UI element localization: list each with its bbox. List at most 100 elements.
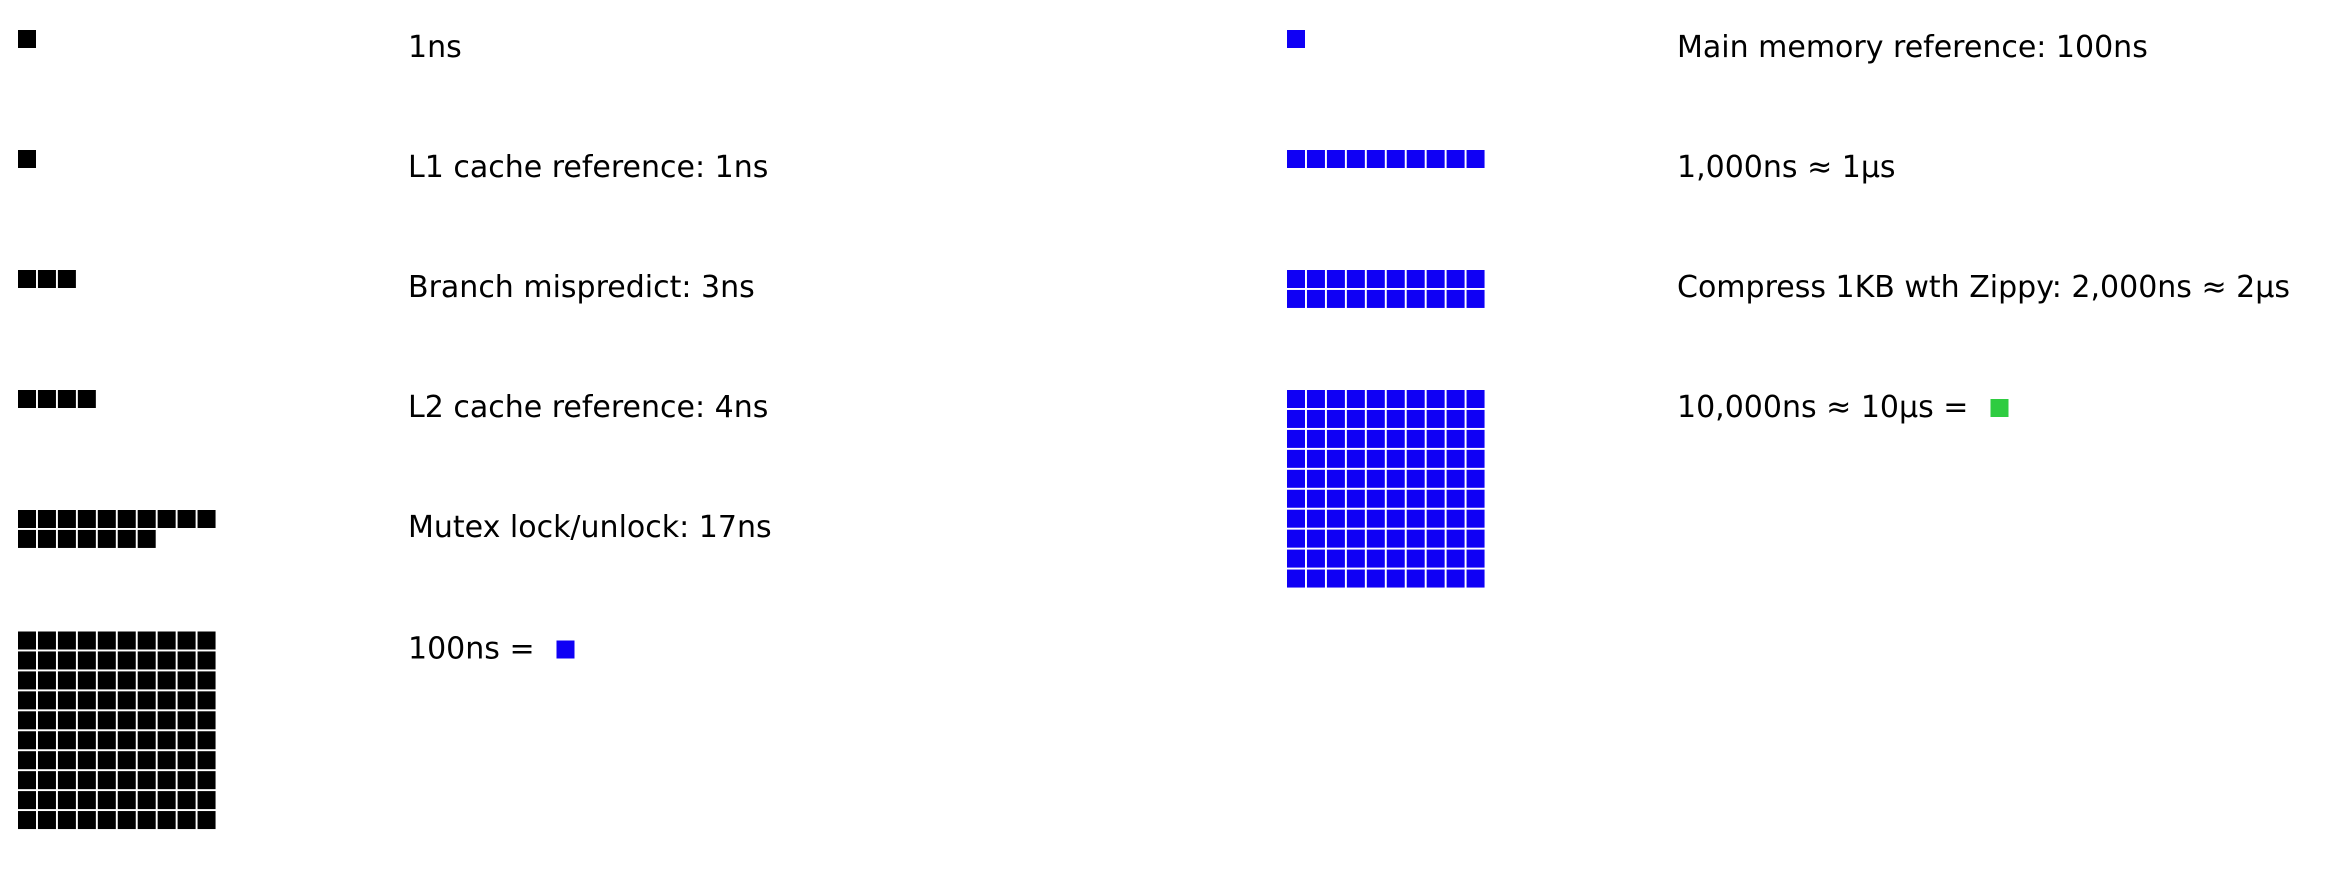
cell-square xyxy=(1346,270,1365,288)
cell-square xyxy=(117,771,136,790)
cell-square xyxy=(57,791,76,810)
cell-square xyxy=(1306,509,1325,528)
cell-grid-mutex xyxy=(18,510,228,720)
cell-square xyxy=(1306,489,1325,508)
cell-square xyxy=(18,771,36,790)
cell-square xyxy=(18,751,36,770)
cell-square xyxy=(97,631,116,650)
cell-square xyxy=(57,510,76,528)
cell-square xyxy=(1366,509,1385,528)
cell-square xyxy=(57,731,76,750)
green-square-swatch xyxy=(1989,399,2008,417)
cell-square xyxy=(37,711,56,730)
cell-square xyxy=(1326,270,1345,288)
cell-square xyxy=(1466,469,1485,488)
cell-square xyxy=(1306,549,1325,568)
cell-square xyxy=(1386,390,1405,408)
cell-square xyxy=(37,791,56,810)
cell-square xyxy=(1287,549,1305,568)
cell-square xyxy=(1386,489,1405,508)
cell-square xyxy=(197,510,216,528)
cell-square xyxy=(1426,429,1445,448)
cell-square xyxy=(97,711,116,730)
cell-square xyxy=(197,631,216,650)
cell-square xyxy=(57,811,76,830)
cell-square xyxy=(117,631,136,650)
cell-square xyxy=(157,651,176,670)
cell-square xyxy=(177,691,196,710)
cell-square xyxy=(1326,569,1345,588)
cell-square xyxy=(37,771,56,790)
cell-square xyxy=(37,529,56,548)
cell-square xyxy=(97,791,116,810)
cell-square xyxy=(157,791,176,810)
label-10000ns: 10,000ns ≈ 10μs = xyxy=(1677,390,2008,423)
cell-grid-1ns xyxy=(18,30,228,240)
cell-square xyxy=(1426,390,1445,408)
cell-square xyxy=(1366,409,1385,428)
cell-square xyxy=(77,731,96,750)
cell-square xyxy=(1466,390,1485,408)
cell-square xyxy=(117,510,136,528)
cell-square xyxy=(1306,150,1325,168)
cell-square xyxy=(1306,270,1325,288)
cell-square xyxy=(1326,150,1345,168)
label-zippy: Compress 1KB wth Zippy: 2,000ns ≈ 2μs xyxy=(1677,270,2290,303)
cell-square xyxy=(18,731,36,750)
cell-square xyxy=(1466,449,1485,468)
cell-square xyxy=(18,651,36,670)
cell-square xyxy=(197,731,216,750)
cell-square xyxy=(1426,569,1445,588)
cell-grid-l1-cache xyxy=(18,150,228,360)
cell-square xyxy=(77,510,96,528)
cell-square xyxy=(177,651,196,670)
cell-square xyxy=(1426,289,1445,308)
label-text: 1,000ns ≈ 1μs xyxy=(1677,148,1896,185)
cell-square xyxy=(18,631,36,650)
cell-square xyxy=(1386,270,1405,288)
cell-square xyxy=(18,791,36,810)
cell-square xyxy=(1346,489,1365,508)
row-l2-cache: L2 cache reference: 4ns xyxy=(18,390,1068,450)
cell-square xyxy=(18,811,36,830)
cell-square xyxy=(18,711,36,730)
cell-square xyxy=(77,529,96,548)
cell-square xyxy=(1386,409,1405,428)
cell-square xyxy=(18,270,36,288)
cell-square xyxy=(197,711,216,730)
cell-square xyxy=(1287,30,1305,48)
cell-square xyxy=(177,791,196,810)
cell-grid-l2-cache xyxy=(18,390,228,600)
row-10000ns: 10,000ns ≈ 10μs = xyxy=(1287,390,2337,588)
cell-square xyxy=(57,270,76,288)
cell-square xyxy=(1466,569,1485,588)
cell-square xyxy=(1386,509,1405,528)
cell-square xyxy=(1366,569,1385,588)
cell-square xyxy=(1326,509,1345,528)
label-text: Compress 1KB wth Zippy: 2,000ns ≈ 2μs xyxy=(1677,268,2290,305)
cell-square xyxy=(97,691,116,710)
cell-square xyxy=(57,691,76,710)
cell-square xyxy=(97,771,116,790)
cell-square xyxy=(97,751,116,770)
cell-square xyxy=(197,651,216,670)
cell-square xyxy=(157,731,176,750)
cell-square xyxy=(57,529,76,548)
label-l2-cache: L2 cache reference: 4ns xyxy=(408,390,768,423)
cell-square xyxy=(1466,489,1485,508)
cell-square xyxy=(137,529,156,548)
cell-square xyxy=(37,811,56,830)
cell-square xyxy=(1306,469,1325,488)
cell-square xyxy=(18,691,36,710)
label-text: Mutex lock/unlock: 17ns xyxy=(408,508,772,545)
cell-square xyxy=(1346,409,1365,428)
cell-square xyxy=(1386,569,1405,588)
cell-square xyxy=(1366,150,1385,168)
cell-square xyxy=(1446,549,1465,568)
cell-grid-100ns xyxy=(18,631,228,842)
cell-square xyxy=(197,671,216,690)
cell-square xyxy=(1426,270,1445,288)
cell-square xyxy=(1466,270,1485,288)
cell-square xyxy=(1446,150,1465,168)
